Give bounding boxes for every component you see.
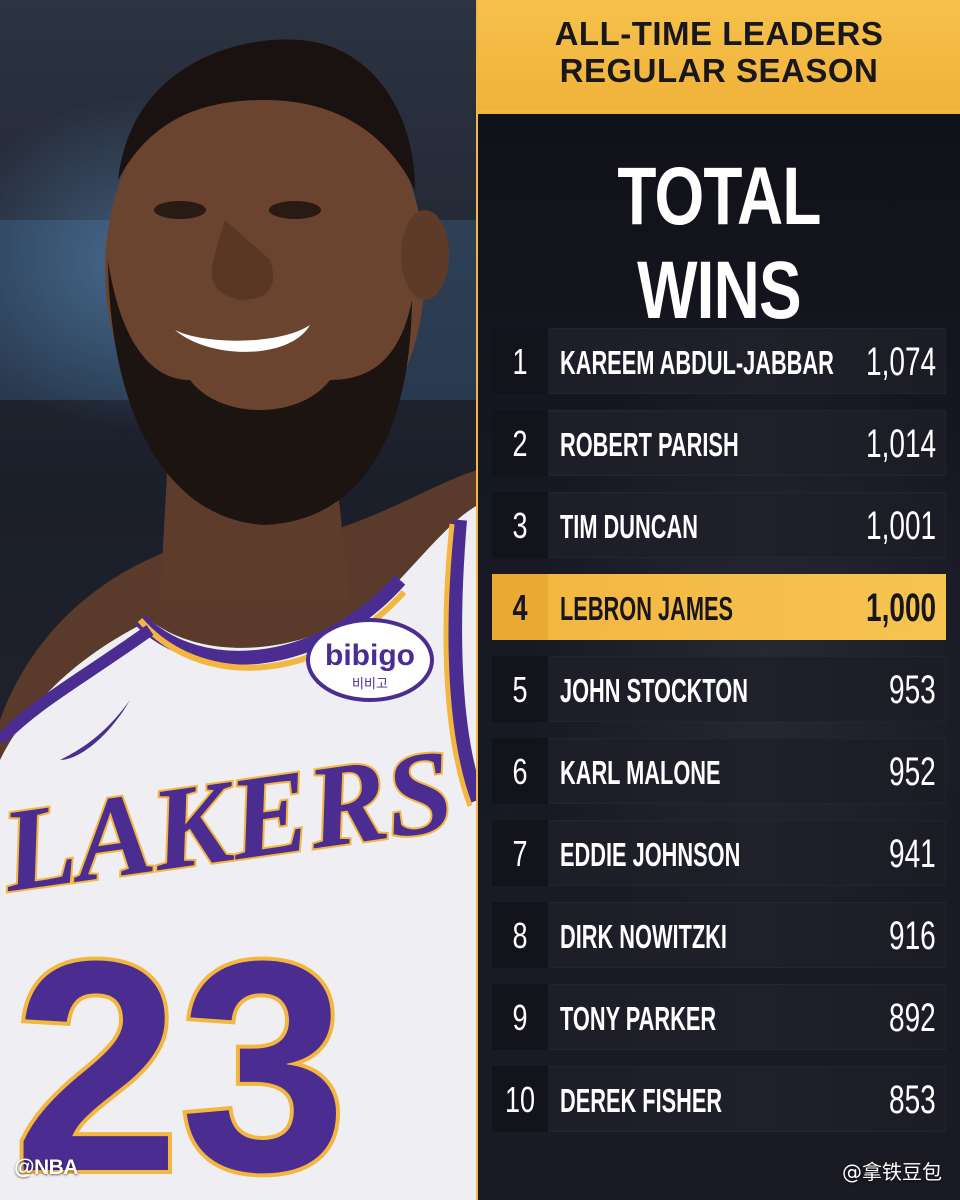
leader-name: ROBERT PARISH <box>560 426 739 463</box>
rank-box <box>492 410 548 476</box>
stat-title: TOTAL WINS <box>617 151 821 336</box>
weibo-watermark: @拿铁豆包 <box>842 1160 942 1184</box>
leader-row: 6 KARL MALONE 952 <box>492 738 946 804</box>
leader-name: EDDIE JOHNSON <box>560 836 741 873</box>
leader-rank: 3 <box>512 505 528 546</box>
leader-row: 3 TIM DUNCAN 1,001 <box>492 492 946 558</box>
leader-wins: 953 <box>889 668 936 712</box>
leader-name: DEREK FISHER <box>560 1082 723 1119</box>
rank-box <box>492 820 548 886</box>
leader-wins: 1,000 <box>865 586 936 630</box>
leader-rank: 9 <box>512 997 528 1038</box>
leader-wins: 1,014 <box>865 422 936 466</box>
leader-name: KAREEM ABDUL-JABBAR <box>560 344 834 381</box>
leader-rank: 7 <box>512 833 528 874</box>
leader-wins: 853 <box>889 1078 936 1122</box>
leader-wins: 1,001 <box>865 504 936 548</box>
rank-box <box>492 738 548 804</box>
leader-name: LEBRON JAMES <box>560 590 734 627</box>
leader-rank: 5 <box>512 669 528 710</box>
rank-box <box>492 492 548 558</box>
leader-wins: 916 <box>889 914 936 958</box>
leader-row: 2 ROBERT PARISH 1,014 <box>492 410 946 476</box>
rank-box <box>492 574 548 640</box>
header-band: ALL-TIME LEADERS REGULAR SEASON <box>478 0 960 114</box>
leader-name: TONY PARKER <box>560 1000 717 1037</box>
jersey-patch-subtext: 비비고 <box>352 677 388 692</box>
leader-row: 9 TONY PARKER 892 <box>492 984 946 1050</box>
rank-box <box>492 328 548 394</box>
rank-box <box>492 1066 548 1132</box>
leader-row: 10 DEREK FISHER 853 <box>492 1066 946 1132</box>
leader-name: KARL MALONE <box>560 754 721 791</box>
jersey-number: 23 <box>13 898 347 1200</box>
leader-row-highlighted: 4 LEBRON JAMES 1,000 <box>492 574 946 640</box>
rank-box <box>492 656 548 722</box>
header-title: ALL-TIME LEADERS <box>554 15 884 52</box>
leader-rank: 6 <box>512 751 528 792</box>
leader-row: 5 JOHN STOCKTON 953 <box>492 656 946 722</box>
leader-row: 7 EDDIE JOHNSON 941 <box>492 820 946 886</box>
header-subtitle: REGULAR SEASON <box>559 52 879 89</box>
player-illustration: bibigo 비비고 LAKERS 23 <box>0 39 478 1200</box>
leader-wins: 1,074 <box>865 340 936 384</box>
rank-box <box>492 902 548 968</box>
rank-box <box>492 984 548 1050</box>
leader-rank: 1 <box>512 341 528 382</box>
leader-wins: 952 <box>889 750 936 794</box>
leader-wins: 941 <box>889 832 936 876</box>
leader-rank: 8 <box>512 915 528 956</box>
leader-rank: 4 <box>512 587 528 628</box>
leader-name: JOHN STOCKTON <box>560 672 748 709</box>
nba-watermark: @NBA <box>14 1156 78 1179</box>
leader-rank: 2 <box>512 423 528 464</box>
leader-row: 1 KAREEM ABDUL-JABBAR 1,074 <box>492 328 946 394</box>
player-photo: bibigo 비비고 LAKERS 23 @NBA <box>0 0 478 1200</box>
leader-row: 8 DIRK NOWITZKI 916 <box>492 902 946 968</box>
leader-rank: 10 <box>504 1079 536 1120</box>
leader-name: TIM DUNCAN <box>560 508 698 545</box>
jersey-patch-text: bibigo <box>325 639 415 672</box>
leader-name: DIRK NOWITZKI <box>560 918 727 955</box>
leaders-panel: ALL-TIME LEADERS REGULAR SEASON TOTAL WI… <box>478 0 960 1200</box>
leader-wins: 892 <box>889 996 936 1040</box>
